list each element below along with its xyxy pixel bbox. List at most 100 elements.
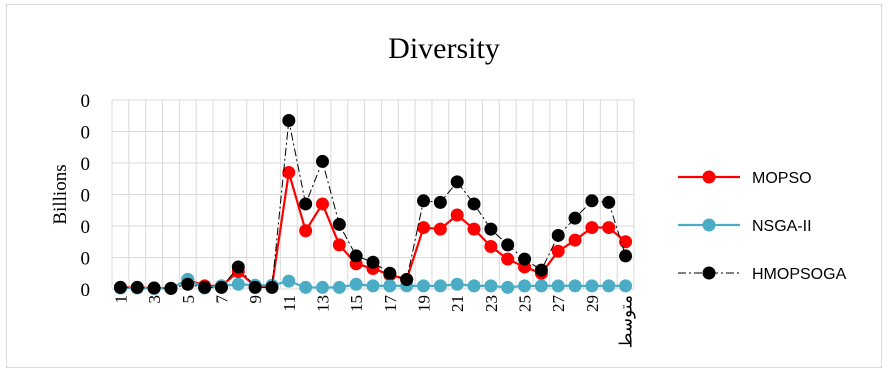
- x-tick-label: 1: [111, 295, 130, 304]
- legend-marker: [702, 218, 716, 232]
- data-point: [568, 279, 582, 293]
- y-tick-labels: 0 0 0 0 0 0 0: [81, 91, 91, 301]
- data-point: [349, 277, 363, 291]
- data-point: [619, 235, 633, 249]
- data-point: [282, 274, 296, 288]
- x-tick-label: 7: [212, 295, 231, 304]
- legend-label: HMOPSOGA: [752, 266, 847, 283]
- data-point: [450, 208, 464, 222]
- legend-marker: [702, 170, 716, 184]
- data-point: [147, 281, 161, 295]
- data-point: [315, 280, 329, 294]
- data-point: [534, 263, 548, 277]
- data-point: [484, 279, 498, 293]
- y-tick-label: 0: [81, 217, 91, 238]
- data-point: [383, 266, 397, 280]
- data-point: [198, 280, 212, 294]
- data-point: [417, 221, 431, 235]
- series-group: [113, 113, 633, 295]
- x-tick-label: 21: [448, 295, 467, 312]
- data-point: [315, 197, 329, 211]
- x-tick-label: 17: [381, 295, 400, 313]
- data-point: [282, 113, 296, 127]
- x-tick-label: 13: [313, 295, 332, 312]
- data-point: [231, 260, 245, 274]
- data-point: [619, 249, 633, 263]
- data-point: [551, 228, 565, 242]
- data-point: [400, 273, 414, 287]
- y-tick-label: 0: [81, 186, 91, 207]
- data-point: [181, 277, 195, 291]
- legend-label: NSGA-II: [752, 218, 812, 235]
- data-point: [602, 221, 616, 235]
- data-point: [619, 279, 633, 293]
- y-tick-label: 0: [81, 154, 91, 175]
- x-tick-label: 5: [179, 295, 198, 304]
- y-tick-label: 0: [81, 249, 91, 270]
- y-axis-label: Billions: [50, 164, 71, 224]
- x-tick-label: 25: [516, 295, 535, 312]
- data-point: [299, 197, 313, 211]
- x-tick-label: 3: [145, 295, 164, 304]
- y-tick-label: 0: [81, 280, 91, 301]
- data-point: [113, 280, 127, 294]
- x-tick-label: 19: [415, 295, 434, 312]
- data-point: [450, 277, 464, 291]
- data-point: [214, 280, 228, 294]
- legend-item: MOPSO: [678, 170, 812, 187]
- data-point: [501, 252, 515, 266]
- data-point: [602, 195, 616, 209]
- data-point: [417, 194, 431, 208]
- legend-item: NSGA-II: [678, 218, 812, 235]
- chart-title: Diversity: [388, 32, 500, 65]
- series-hmopsoga: [113, 113, 633, 295]
- data-point: [585, 194, 599, 208]
- x-tick-label: 27: [549, 295, 568, 313]
- data-point: [130, 280, 144, 294]
- data-point: [164, 281, 178, 295]
- data-point: [450, 175, 464, 189]
- data-point: [518, 252, 532, 266]
- data-point: [568, 211, 582, 225]
- data-point: [501, 238, 515, 252]
- data-point: [383, 279, 397, 293]
- data-point: [501, 280, 515, 294]
- data-point: [315, 154, 329, 168]
- data-point: [282, 165, 296, 179]
- data-point: [332, 238, 346, 252]
- legend: MOPSO NSGA-II HMOPSOGA: [678, 170, 847, 283]
- y-tick-label: 0: [81, 123, 91, 144]
- data-point: [467, 222, 481, 236]
- x-tick-labels: 1 3 5 7 9 11 13 15 17 19 21 23 25 27 29 متوسط: [111, 295, 636, 349]
- data-point: [467, 197, 481, 211]
- data-point: [433, 195, 447, 209]
- x-tick-label: 23: [482, 295, 501, 312]
- x-tick-label: 9: [246, 295, 265, 304]
- data-point: [349, 249, 363, 263]
- data-point: [585, 221, 599, 235]
- data-point: [332, 280, 346, 294]
- x-tick-label: 29: [583, 295, 602, 312]
- data-point: [332, 217, 346, 231]
- data-point: [602, 279, 616, 293]
- data-point: [433, 279, 447, 293]
- data-point: [231, 277, 245, 291]
- data-point: [366, 255, 380, 269]
- data-point: [467, 279, 481, 293]
- data-point: [534, 279, 548, 293]
- x-tick-label: 11: [280, 295, 299, 311]
- data-point: [248, 280, 262, 294]
- data-point: [551, 279, 565, 293]
- data-point: [433, 222, 447, 236]
- y-tick-label: 0: [81, 91, 91, 112]
- data-point: [551, 244, 565, 258]
- legend-label: MOPSO: [752, 170, 812, 187]
- chart-frame: [6, 4, 882, 368]
- data-point: [366, 279, 380, 293]
- data-point: [265, 280, 279, 294]
- legend-marker: [702, 266, 716, 280]
- data-point: [299, 224, 313, 238]
- legend-item: HMOPSOGA: [678, 266, 847, 283]
- data-point: [518, 279, 532, 293]
